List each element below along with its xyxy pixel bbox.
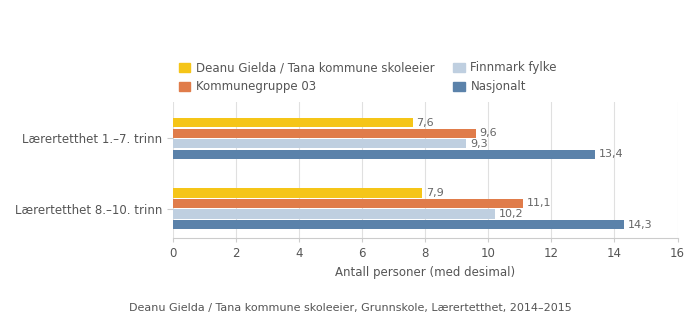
Text: Deanu Gielda / Tana kommune skoleeier, Grunnskole, Lærertetthet, 2014–2015: Deanu Gielda / Tana kommune skoleeier, G… — [129, 303, 571, 313]
Text: 14,3: 14,3 — [628, 220, 652, 230]
Text: 13,4: 13,4 — [599, 149, 624, 159]
Bar — [173, 220, 624, 229]
Bar — [173, 188, 422, 198]
Text: 11,1: 11,1 — [526, 198, 551, 209]
Bar — [173, 210, 494, 219]
Text: 10,2: 10,2 — [498, 209, 523, 219]
X-axis label: Antall personer (med desimal): Antall personer (med desimal) — [335, 266, 515, 279]
Bar — [173, 139, 466, 148]
Text: 9,6: 9,6 — [480, 128, 497, 138]
Bar — [173, 199, 523, 208]
Bar — [173, 150, 596, 159]
Bar — [173, 129, 475, 138]
Text: 7,6: 7,6 — [416, 118, 434, 128]
Bar — [173, 118, 412, 127]
Legend: Deanu Gielda / Tana kommune skoleeier, Kommunegruppe 03, Finnmark fylke, Nasjona: Deanu Gielda / Tana kommune skoleeier, K… — [178, 61, 557, 93]
Text: 9,3: 9,3 — [470, 139, 488, 149]
Text: 7,9: 7,9 — [426, 188, 444, 198]
